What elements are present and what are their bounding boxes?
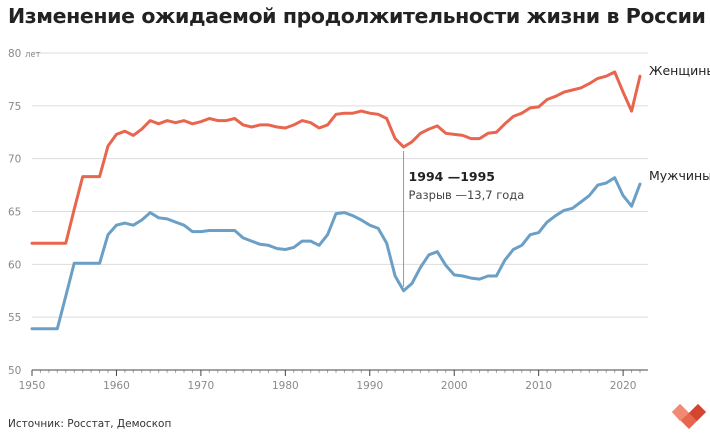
x-tick-label-1960: 1960 [103,380,130,392]
x-tick-label-1950: 1950 [19,380,46,392]
x-tick-label-1970: 1970 [188,380,215,392]
source-note: Источник: Росстат, Демоскоп [8,418,172,430]
axis-ticks: 50 55 60 65 70 75 80 лет 1950 1960 1970 1980 1990 200… [8,48,641,392]
legend-label-female: Женщины [649,63,710,78]
x-tick-label-1980: 1980 [272,380,299,392]
red-heart-pixel-icon [672,404,706,429]
y-tick-label-65: 65 [8,207,21,219]
x-tick-label-2000: 2000 [441,380,468,392]
series-line-male [30,176,642,331]
annotation: 1994 —1995 Разрыв —13,7 года [409,169,525,202]
series-lines [30,70,642,331]
y-unit-label: лет [25,50,41,60]
y-tick-label-60: 60 [8,259,21,271]
series-line-female [30,70,642,245]
y-tick-label-55: 55 [8,312,21,324]
grid-lines [32,52,648,318]
legend-label-male: Мужчины [649,168,710,183]
y-tick-label-50: 50 [8,365,21,377]
y-tick-label-80: 80 [8,48,21,60]
y-tick-label-75: 75 [8,101,21,113]
y-tick-label-70: 70 [8,154,21,166]
x-tick-label-2010: 2010 [525,380,552,392]
x-tick-label-2020: 2020 [610,380,637,392]
annotation-title: 1994 —1995 [409,169,495,184]
annotation-text: Разрыв —13,7 года [409,188,525,202]
x-tick-label-1990: 1990 [356,380,383,392]
chart-title: Изменение ожидаемой продолжительности жи… [8,4,706,28]
